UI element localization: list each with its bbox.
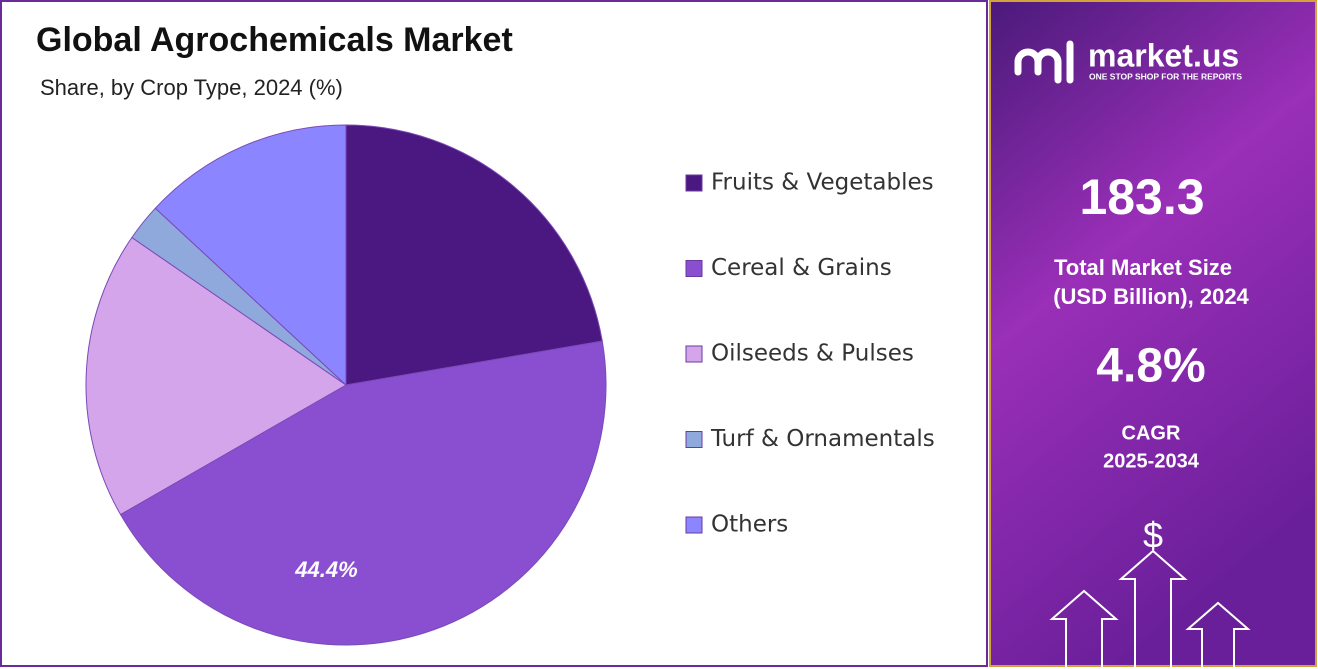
cagr-label: 2025-2034 bbox=[1103, 450, 1200, 472]
legend-label: Others bbox=[711, 512, 788, 538]
chart-subtitle: Share, by Crop Type, 2024 (%) bbox=[40, 75, 343, 100]
legend-label: Oilseeds & Pulses bbox=[711, 341, 914, 367]
legend-swatch bbox=[685, 431, 703, 448]
pie-slice bbox=[154, 124, 347, 387]
growth-arrows bbox=[1049, 549, 1251, 669]
legend-label: Fruits & Vegetables bbox=[711, 170, 934, 196]
legend-swatch bbox=[685, 516, 703, 534]
cagr-label: CAGR bbox=[1122, 422, 1181, 444]
brand-tagline: ONE STOP SHOP FOR THE REPORTS bbox=[1089, 71, 1242, 81]
pie-slice bbox=[345, 124, 603, 386]
legend-label: Cereal & Grains bbox=[711, 255, 892, 281]
pie-slice bbox=[119, 340, 607, 646]
market-size-label: Total Market Size bbox=[1054, 255, 1232, 280]
legend-swatch bbox=[685, 174, 703, 192]
sidebar-panel bbox=[989, 0, 1317, 667]
legend-label: Turf & Ornamentals bbox=[710, 426, 935, 452]
currency-icon: $ bbox=[1143, 515, 1163, 556]
market-size-label: (USD Billion), 2024 bbox=[1053, 284, 1249, 309]
data-label: 44.4% bbox=[294, 557, 357, 582]
cagr-value: 4.8% bbox=[1096, 340, 1205, 393]
pie-slice bbox=[85, 236, 347, 516]
brand-logo bbox=[1014, 40, 1074, 84]
market-size: 183.3 bbox=[1079, 169, 1204, 225]
brand-name: market.us bbox=[1088, 37, 1239, 73]
legend-swatch bbox=[685, 345, 703, 363]
legend-swatch bbox=[685, 260, 703, 277]
chart-title: Global Agrochemicals Market bbox=[36, 21, 513, 59]
